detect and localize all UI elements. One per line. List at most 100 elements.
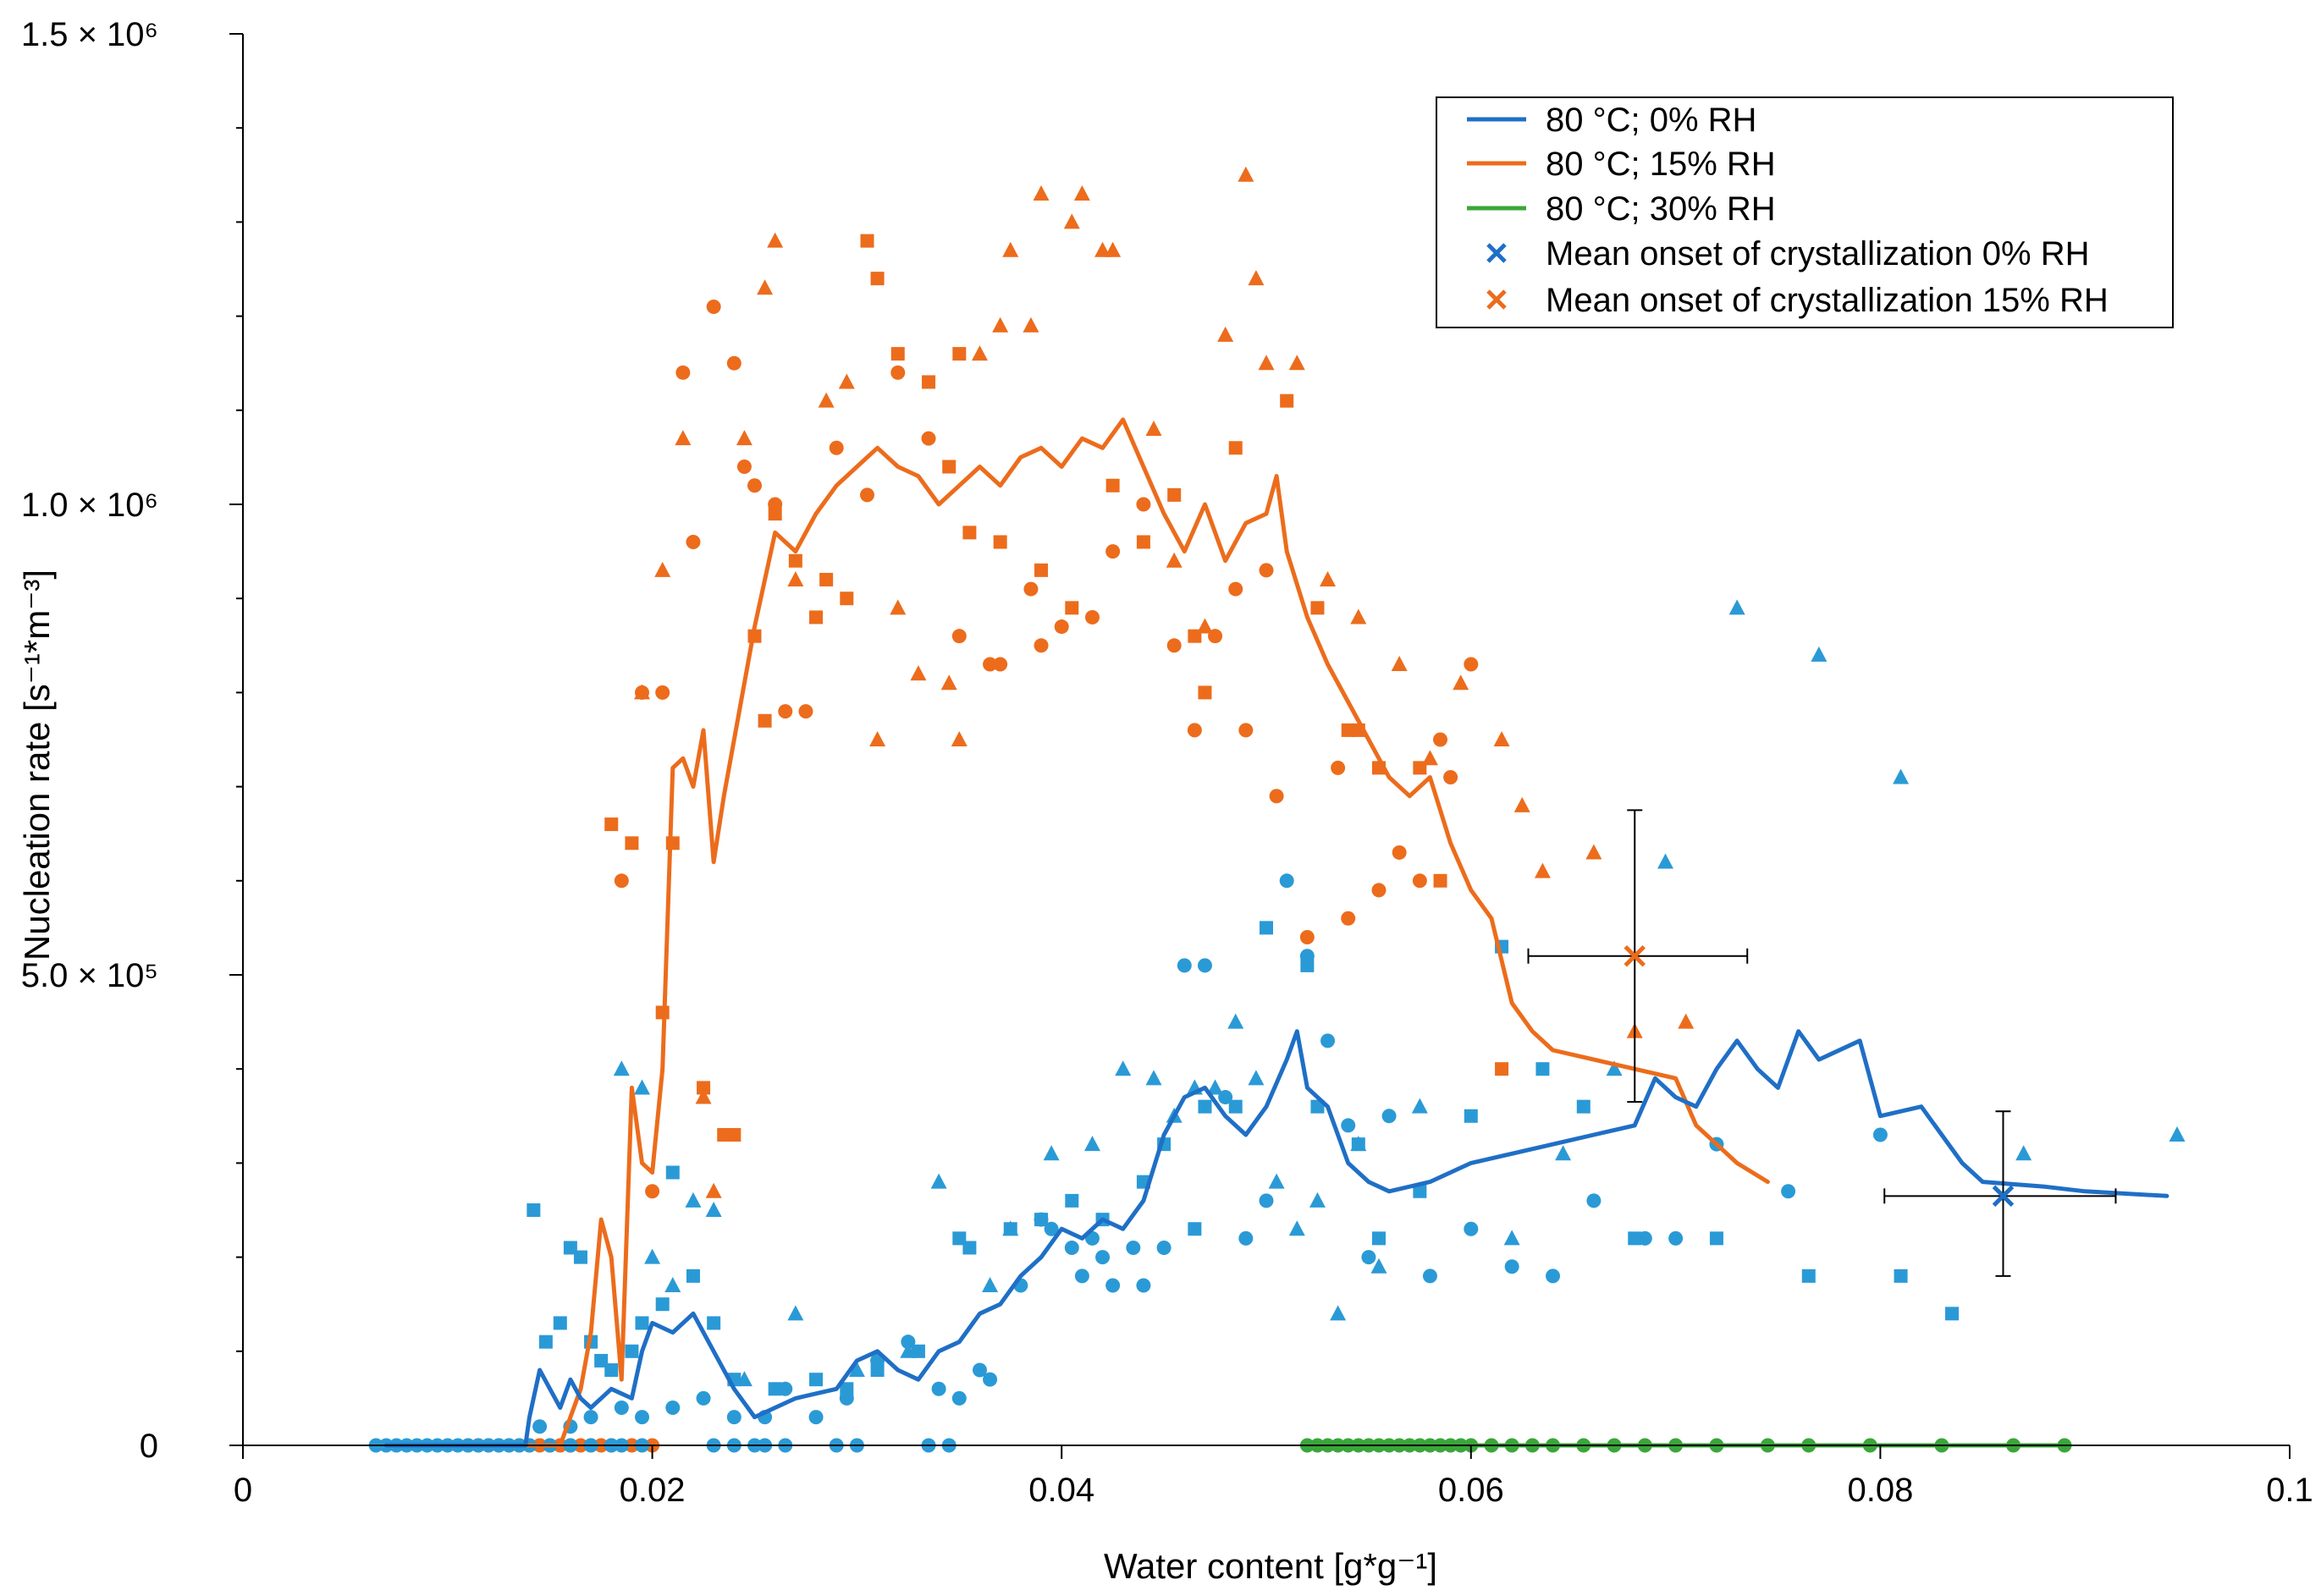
sample-3-triangle-11 (869, 731, 886, 746)
sample-4-square-4 (573, 1250, 587, 1264)
sample-4-circle-48 (1781, 1184, 1796, 1199)
sample-4-triangle-6 (736, 1371, 753, 1387)
sample-4-circle-32 (1238, 1230, 1254, 1246)
x-tick-label-0: 0 (234, 1472, 252, 1509)
sample-3-triangle-41 (1585, 844, 1602, 860)
sample-3-triangle-18 (1002, 241, 1019, 257)
sample-4-circle-14 (931, 1381, 946, 1396)
x-axis-title: Water content [g*g⁻¹] (1104, 1546, 1437, 1586)
sample-4-square-21 (962, 1241, 977, 1255)
sample-3-triangle-35 (1391, 656, 1408, 672)
sample-4-triangle-0 (613, 1060, 630, 1076)
sample-4-triangle-20 (1227, 1013, 1244, 1029)
sample-4-square-7 (604, 1363, 619, 1378)
sample-3-circle-18 (983, 657, 998, 672)
sample-3-triangle-19 (1023, 316, 1039, 333)
sample-4-square-10 (655, 1297, 670, 1312)
x-tick-label-3: 0.06 (1438, 1472, 1504, 1509)
sample-3-triangle-17 (992, 316, 1009, 333)
sample-3-triangle-25 (1145, 421, 1162, 437)
x-tick-label-2: 0.04 (1028, 1472, 1094, 1509)
sample-4-square-12 (686, 1269, 700, 1283)
sample-4-square-24 (1065, 1193, 1079, 1208)
sample-3-square-23 (1065, 601, 1079, 615)
sample-3-triangle-14 (940, 674, 957, 691)
sample-3-square-37 (1495, 1062, 1509, 1076)
sample-3-square-6 (727, 1128, 742, 1142)
sample-4-circle-44 (1586, 1193, 1602, 1208)
sample-4-square-43 (1801, 1269, 1816, 1283)
sample-3-circle-9 (747, 478, 762, 493)
sample-3-triangle-26 (1166, 552, 1183, 568)
sample-4-triangle-7 (787, 1305, 804, 1321)
sample-4-circle-4 (635, 1410, 650, 1425)
sample-3-square-0 (604, 817, 619, 832)
sample-4-circle-41 (1464, 1221, 1479, 1236)
sample-3-triangle-39 (1513, 796, 1530, 812)
sample-3-triangle-23 (1094, 241, 1111, 257)
sample-3-circle-20 (1023, 581, 1039, 597)
sample-3-triangle-7 (767, 232, 784, 248)
sample-4-square-19 (911, 1344, 925, 1358)
sample-3-triangle-27 (1196, 618, 1213, 634)
sample-3-circle-40 (1443, 769, 1458, 784)
sample-3-triangle-40 (1534, 862, 1551, 878)
legend-label-0: 80 °C; 0% RH (1546, 102, 1756, 139)
sample-4-circle-22 (1074, 1269, 1089, 1284)
sample-4-square-28 (1188, 1222, 1202, 1236)
sample-3-triangle-24 (1105, 241, 1122, 257)
sample-4-circle-37 (1341, 1118, 1356, 1133)
sample-3-square-1 (625, 836, 639, 850)
sample-4-circle-25 (1105, 1278, 1121, 1293)
sample-3-triangle-5 (736, 430, 753, 446)
sample-3-square-4 (697, 1081, 711, 1095)
sample-3-square-20 (962, 526, 977, 540)
axes-layer: 0 0.02 0.04 0.06 0.08 0.1 0 5.0 × 10⁵ 1.0 × 10⁶ 1… (21, 16, 2313, 1509)
sample-4-triangle-9 (900, 1342, 917, 1358)
sample-4-square-31 (1260, 921, 1273, 935)
legend-label-3: Mean onset of crystallization 0% RH (1546, 235, 2090, 272)
sample-3-circle-22 (1054, 619, 1069, 635)
sample-3-triangle-34 (1350, 608, 1367, 625)
sample-4-square-45 (1945, 1307, 1960, 1321)
sample-3-triangle-2 (675, 430, 692, 446)
sample-4-square-0 (526, 1203, 541, 1217)
sample-3-triangle-6 (757, 279, 774, 295)
sample-3-triangle-30 (1248, 270, 1265, 286)
sample-3-circle-21 (1034, 638, 1049, 653)
sample-4-triangle-16 (1145, 1070, 1162, 1086)
sample-3-circle-11 (778, 704, 793, 719)
sample-4-square-23 (1034, 1213, 1049, 1227)
sample-4-square-15 (768, 1382, 782, 1396)
sample-3-square-28 (1198, 685, 1212, 700)
onset-marker-1 (1527, 809, 1749, 1103)
sample-4-square-6 (594, 1353, 609, 1368)
sample-4-square-13 (707, 1316, 721, 1330)
sample-3-triangle-15 (951, 731, 968, 746)
sample-4-triangle-5 (705, 1202, 722, 1217)
sample-3-circle-26 (1166, 638, 1182, 653)
sample-4-triangle-37 (2169, 1126, 2186, 1142)
legend: 80 °C; 0% RH 80 °C; 15% RH 80 °C; 30% RH… (1436, 96, 2174, 328)
y-tick-label-2: 1.0 × 10⁶ (21, 487, 158, 524)
sample-4-circle-43 (1546, 1269, 1561, 1284)
sample-4-triangle-13 (1043, 1145, 1060, 1161)
sample-4-square-8 (625, 1344, 639, 1358)
sample-4-triangle-12 (1002, 1220, 1019, 1236)
sample-3-circle-34 (1331, 760, 1346, 775)
sample-4-circle-2 (583, 1410, 598, 1425)
sample-4-triangle-33 (1728, 599, 1745, 615)
sample-4-triangle-28 (1411, 1098, 1428, 1114)
y-tick-label-3: 1.5 × 10⁶ (21, 16, 158, 53)
sample-3-circle-7 (726, 355, 742, 371)
sample-3-circle-37 (1392, 845, 1407, 860)
sample-4-circle-33 (1259, 1193, 1274, 1208)
line-series-1 (383, 1029, 2169, 1448)
sample-4-circle-49 (1872, 1127, 1888, 1142)
sample-3-circle-19 (993, 657, 1008, 672)
sample-3-square-8 (758, 713, 772, 728)
sample-3-circle-38 (1412, 873, 1427, 889)
legend-swatch-3 (1486, 243, 1507, 263)
sample-3-triangle-16 (971, 345, 988, 361)
sample-4-square-40 (1576, 1099, 1591, 1114)
